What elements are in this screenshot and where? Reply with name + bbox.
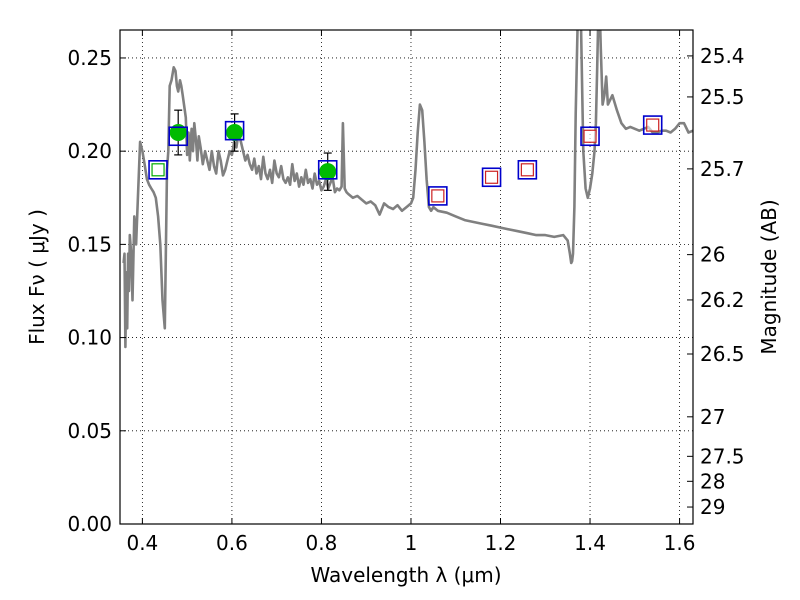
measured-flux-marker <box>520 163 534 177</box>
x-tick-label: 1 <box>405 531 418 555</box>
right-tick-label: 25.7 <box>700 157 745 181</box>
photometry-point <box>319 163 337 181</box>
y-tick-label: 0.20 <box>67 139 112 163</box>
x-tick-label: 1.4 <box>574 531 606 555</box>
right-tick-label: 27.5 <box>700 444 745 468</box>
x-axis-title: Wavelength λ (μm) <box>310 563 501 587</box>
measured-flux-marker <box>646 118 660 132</box>
model-spectrum-layer <box>122 30 693 349</box>
y-axis-title: Flux Fν ( μJy ) <box>25 209 49 345</box>
y-tick-label: 0.05 <box>67 419 112 443</box>
x-tick-label: 1.6 <box>664 531 696 555</box>
measured-flux-marker <box>431 189 445 203</box>
model-box-marker <box>428 186 448 206</box>
model-box-marker <box>148 160 168 180</box>
measured-flux-marker <box>151 163 165 177</box>
measured-flux-marker <box>583 129 597 143</box>
y-tick-label: 0.15 <box>67 232 112 256</box>
right-tick-label: 28 <box>700 469 725 493</box>
x-axis-ticks: 0.4 0.6 0.8 1 1.2 1.4 1.6 <box>126 30 695 555</box>
model-box-marker <box>224 120 245 141</box>
x-tick-label: 0.6 <box>216 531 248 555</box>
model-box-marker <box>481 167 502 188</box>
right-tick-label: 25.5 <box>700 85 745 109</box>
right-axis-title: Magnitude (AB) <box>757 199 781 354</box>
right-tick-label: 29 <box>700 495 725 519</box>
y-tick-label: 0.00 <box>67 512 112 536</box>
y-tick-label: 0.25 <box>67 46 112 70</box>
photometry-point <box>169 124 187 142</box>
x-tick-label: 0.4 <box>126 531 158 555</box>
right-tick-label: 26 <box>700 243 725 267</box>
photometry-layer <box>148 109 663 206</box>
model-spectrum-line <box>122 30 693 349</box>
right-tick-label: 25.4 <box>700 44 745 68</box>
plot-frame <box>119 29 694 525</box>
measured-flux-marker <box>484 170 499 184</box>
y-tick-label: 0.10 <box>67 326 112 350</box>
x-tick-label: 0.8 <box>306 531 338 555</box>
right-tick-label: 27 <box>700 405 725 429</box>
right-tick-label: 26.5 <box>700 342 745 366</box>
right-tick-label: 26.2 <box>700 288 745 312</box>
model-box-marker <box>642 115 663 135</box>
model-box-marker <box>317 160 338 180</box>
x-tick-label: 1.2 <box>485 531 517 555</box>
model-box-marker <box>168 126 188 147</box>
model-box-marker <box>517 160 538 180</box>
model-box-marker <box>580 126 600 147</box>
photometry-point <box>226 124 244 142</box>
y-axis-ticks: 0.00 0.05 0.10 0.15 0.20 0.25 <box>67 46 126 536</box>
